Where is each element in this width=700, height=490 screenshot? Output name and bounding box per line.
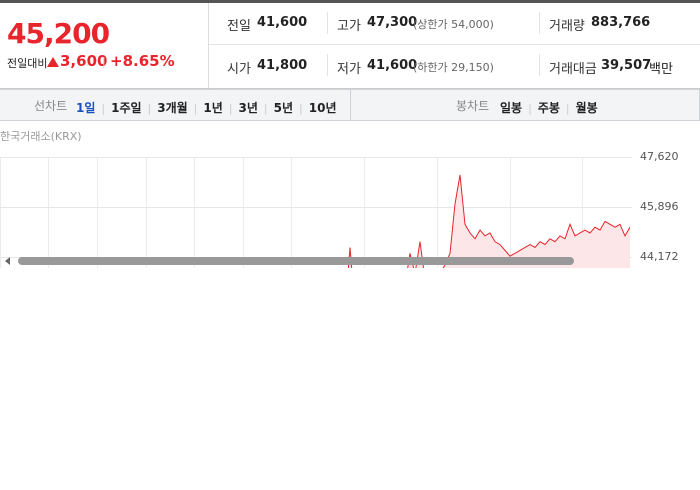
stat-note: (하한가 29,150) — [413, 61, 494, 74]
stat-label: 전일 — [227, 19, 251, 34]
stat-value: 41,800 — [257, 58, 308, 73]
tab[interactable]: 월봉 — [575, 101, 598, 115]
tab[interactable]: 3년 — [238, 101, 258, 115]
up-arrow — [47, 57, 59, 67]
line-tabs: 1일 | 1주일 | 3개월 | 1년 | 3년 | 5년 | 10년 — [76, 97, 337, 116]
stat-value: 39,507 — [601, 58, 652, 73]
chart-source: 한국거래소(KRX) — [0, 130, 82, 143]
tab-bar: 선차트 1일 | 1주일 | 3개월 | 1년 | 3년 | 5년 | 10년 봉차트 일봉 | 주봉 | 월봉 — [0, 89, 700, 121]
scroll-thumb[interactable] — [18, 257, 574, 265]
tab[interactable]: 1년 — [203, 101, 223, 115]
tab[interactable]: 1주일 — [111, 101, 142, 115]
divider: | — [102, 55, 106, 68]
row-divider — [209, 44, 700, 45]
change-rate: +8.65% — [110, 52, 175, 70]
tab[interactable]: 주봉 — [537, 101, 560, 115]
scroll-arrow[interactable] — [5, 257, 10, 265]
scrollbar — [5, 257, 574, 265]
top-border — [0, 0, 700, 3]
summary-box: 45,200 전일대비 3,600 | +8.65% — [0, 3, 209, 89]
tab[interactable]: 5년 — [273, 101, 294, 115]
y-tick-label: 47,620 — [640, 150, 679, 163]
tab-separator: | — [147, 102, 152, 115]
stat-label: 저가 — [337, 62, 361, 77]
col-divider — [327, 54, 328, 76]
tab-separator: | — [565, 102, 570, 115]
stat-label: 거래량 — [549, 19, 585, 34]
tab[interactable]: 3개월 — [157, 101, 188, 115]
stat-note: (상한가 54,000) — [413, 18, 494, 31]
tab[interactable]: 1일 — [76, 101, 96, 115]
tab[interactable]: 일봉 — [500, 101, 523, 115]
tab-group-label: 봉차트 — [456, 99, 490, 113]
stat-value: 47,300 — [367, 15, 418, 30]
stat-note: 백만 — [649, 62, 673, 77]
stat-label: 거래대금 — [549, 62, 597, 77]
col-divider — [327, 12, 328, 34]
area — [348, 174, 630, 268]
col-divider — [539, 12, 540, 34]
stat-label: 시가 — [227, 62, 251, 77]
stat-value: 41,600 — [257, 15, 308, 30]
tab-separator: | — [528, 102, 532, 115]
stat-value: 883,766 — [591, 15, 651, 30]
price: 45,200 — [7, 17, 110, 50]
tab-separator: | — [263, 102, 268, 115]
tab-separator: | — [228, 102, 233, 115]
tab-separator: | — [299, 102, 303, 115]
tab-divider — [350, 90, 351, 120]
plot: 47,620 45,896 44,172 — [0, 150, 679, 268]
tab-group-label: 선차트 — [34, 99, 68, 113]
chart: 한국거래소(KRX) 47,620 45,896 44,172 — [0, 130, 679, 268]
tab-separator: | — [101, 102, 106, 115]
stat-value: 41,600 — [367, 58, 418, 73]
y-tick-label: 45,896 — [640, 200, 679, 213]
stat-label: 고가 — [337, 19, 361, 34]
tab[interactable]: 10년 — [308, 101, 337, 115]
line — [347, 174, 631, 268]
change-label: 전일대비 — [7, 57, 48, 70]
candle-tabs: 일봉 | 주봉 | 월봉 — [500, 97, 598, 116]
change: 3,600 — [60, 52, 108, 70]
y-tick-label: 44,172 — [640, 250, 679, 263]
col-divider — [539, 54, 540, 76]
stats-box: 전일 41,600 고가 47,300 (상한가 54,000) 거래량 883… — [209, 3, 700, 89]
tab-separator: | — [193, 102, 198, 115]
